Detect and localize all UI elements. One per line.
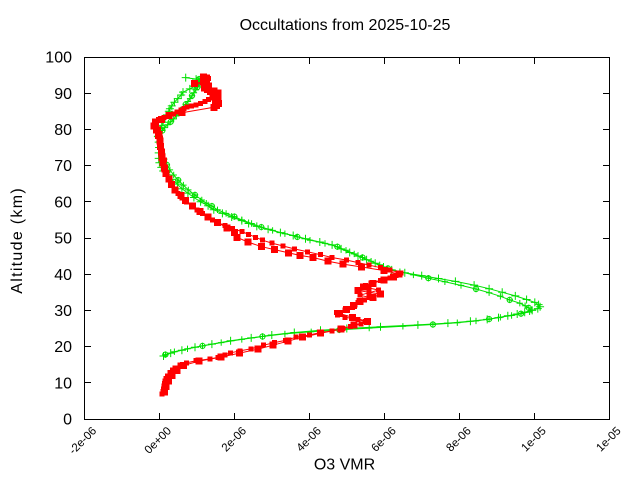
svg-text:70: 70: [54, 158, 72, 175]
svg-text:30: 30: [54, 303, 72, 320]
svg-text:100: 100: [45, 50, 72, 67]
svg-text:O3 VMR: O3 VMR: [314, 457, 375, 474]
svg-text:60: 60: [54, 194, 72, 211]
svg-text:20: 20: [54, 339, 72, 356]
svg-text:40: 40: [54, 267, 72, 284]
svg-text:10: 10: [54, 375, 72, 392]
svg-text:80: 80: [54, 122, 72, 139]
svg-text:0: 0: [63, 412, 72, 429]
svg-text:50: 50: [54, 231, 72, 248]
svg-text:Altitude (km): Altitude (km): [9, 187, 26, 294]
svg-text:90: 90: [54, 86, 72, 103]
svg-text:Occultations from 2025-10-25: Occultations from 2025-10-25: [240, 17, 451, 34]
